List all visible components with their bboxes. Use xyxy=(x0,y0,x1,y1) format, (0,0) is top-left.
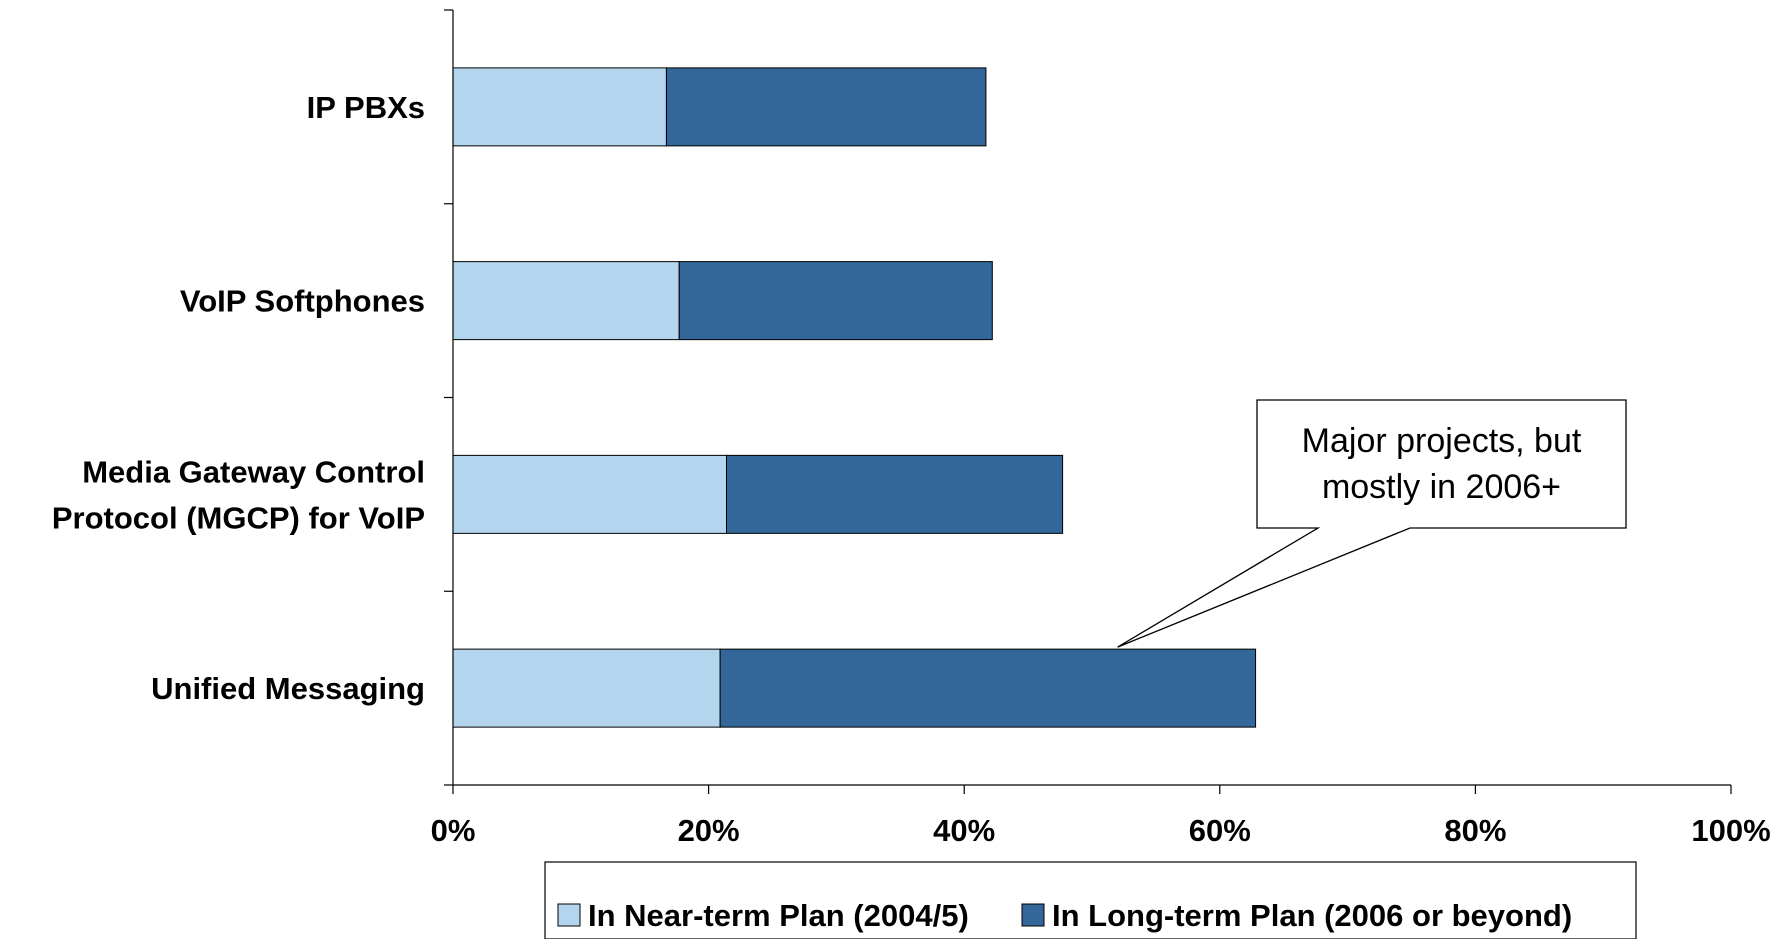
x-tick-label-3: 60% xyxy=(1189,813,1251,848)
x-tick-label-0: 0% xyxy=(431,813,476,848)
bar-long-term-2 xyxy=(725,454,1064,534)
category-label-1: VoIP Softphones xyxy=(180,284,425,319)
callout-text: Major projects, but mostly in 2006+ xyxy=(1302,422,1582,506)
bar-near-term-2 xyxy=(452,454,727,534)
callout-box xyxy=(1117,399,1627,648)
category-label-3: Unified Messaging xyxy=(151,671,425,706)
axes-layer xyxy=(444,9,1732,794)
x-tick-label-5: 100% xyxy=(1691,813,1770,848)
bar-long-term-3 xyxy=(719,648,1257,728)
tick-labels: 0% 20% 40% 60% 80% 100% xyxy=(431,813,1771,848)
annotation-callout: Major projects, but mostly in 2006+ xyxy=(1117,399,1627,648)
x-tick-label-4: 80% xyxy=(1444,813,1506,848)
category-label-2: Media Gateway Control Protocol (MGCP) for… xyxy=(52,454,425,535)
bars-layer xyxy=(452,67,1257,728)
legend-swatch-near-term xyxy=(557,903,581,927)
x-tick-label-2: 40% xyxy=(933,813,995,848)
legend-label-long-term: In Long-term Plan (2006 or beyond) xyxy=(1052,898,1572,933)
bar-near-term-0 xyxy=(452,67,667,147)
bar-long-term-1 xyxy=(678,261,993,341)
legend-box xyxy=(544,861,1637,939)
legend: In Near-term Plan (2004/5) In Long-term P… xyxy=(544,861,1637,939)
legend-label-near-term: In Near-term Plan (2004/5) xyxy=(588,898,969,933)
bar-near-term-3 xyxy=(452,648,721,728)
category-label-0: IP PBXs xyxy=(307,90,425,125)
bar-long-term-0 xyxy=(665,67,987,147)
category-labels: IP PBXs VoIP Softphones Media Gateway Cont… xyxy=(52,90,425,706)
legend-swatch-long-term xyxy=(1021,903,1045,927)
bar-near-term-1 xyxy=(452,261,680,341)
x-tick-label-1: 20% xyxy=(678,813,740,848)
